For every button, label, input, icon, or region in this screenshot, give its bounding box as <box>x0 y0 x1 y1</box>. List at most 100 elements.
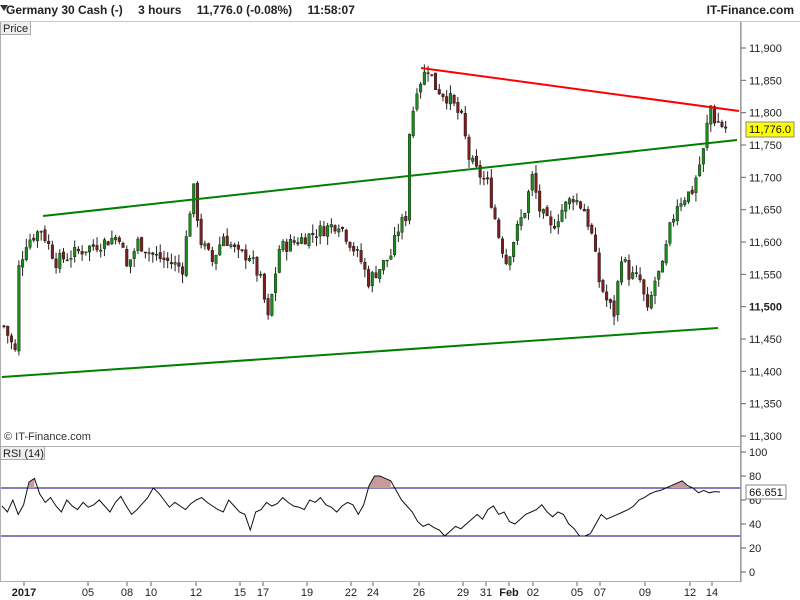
candle-body <box>344 229 348 242</box>
candle-body <box>460 110 464 113</box>
candle-body <box>441 93 445 97</box>
candle-body <box>627 260 631 280</box>
candle-body <box>474 155 478 167</box>
candle-body <box>322 226 326 237</box>
candle-body <box>660 260 664 273</box>
candle-body <box>582 208 586 212</box>
candle-body <box>207 243 211 250</box>
candle-body <box>91 244 95 247</box>
price-tick-label: 11,450 <box>749 334 782 346</box>
rsi-panel-frame <box>0 446 741 582</box>
candle-body <box>106 241 110 246</box>
candle-body <box>43 229 47 242</box>
candle-body <box>210 250 214 262</box>
candle-body <box>512 242 516 257</box>
candle-body <box>181 266 185 275</box>
resistance-line <box>420 67 740 112</box>
candle-body <box>80 251 84 255</box>
candle-body <box>486 177 490 180</box>
candle-body <box>686 191 690 203</box>
candle-body <box>99 249 103 252</box>
candle-body <box>381 260 385 271</box>
candle-body <box>110 238 114 245</box>
price-tick-label: 11,650 <box>749 205 782 217</box>
candle-body <box>251 257 255 259</box>
price-tick-label: 11,800 <box>749 108 782 120</box>
x-tick-label: 26 <box>413 587 425 599</box>
candle-body <box>166 257 170 261</box>
candle-body <box>35 231 39 242</box>
candle-body <box>39 230 43 233</box>
candle-body <box>422 71 426 85</box>
candle-body <box>143 251 147 254</box>
candle-body <box>393 235 397 255</box>
candle-body <box>240 249 244 251</box>
candle-body <box>151 252 155 255</box>
candle-body <box>586 209 590 227</box>
candle-body <box>128 259 132 267</box>
candle-body <box>634 272 638 274</box>
candle-body <box>2 325 6 328</box>
candle-body <box>259 274 263 276</box>
candle-body <box>73 247 77 258</box>
x-tick-label: 31 <box>480 587 492 599</box>
candle-body <box>281 241 285 250</box>
candle-body <box>329 224 333 228</box>
candle-body <box>623 259 627 262</box>
candle-body <box>638 274 642 281</box>
candle-body <box>355 249 359 251</box>
last-price-badge: 11,776.0 <box>745 121 795 138</box>
candle-body <box>556 221 560 228</box>
candle-body <box>114 237 118 241</box>
rsi-tick-label: 100 <box>749 447 767 459</box>
candle-body <box>672 218 676 223</box>
candle-body <box>448 93 452 105</box>
candle-body <box>337 228 341 233</box>
rsi-tick-label: 40 <box>749 519 761 531</box>
candle-body <box>541 209 545 214</box>
candle-body <box>400 217 404 233</box>
candle-body <box>579 201 583 209</box>
candle-body <box>571 199 575 203</box>
candle-body <box>530 174 534 191</box>
candle-body <box>84 251 88 253</box>
candle-body <box>683 200 687 205</box>
candle-body <box>657 270 661 280</box>
candle-body <box>225 235 229 246</box>
candle-body <box>396 231 400 237</box>
x-tick-label: 05 <box>82 587 94 599</box>
candle-body <box>545 207 549 217</box>
x-tick-label: 09 <box>639 587 651 599</box>
price-panel-frame <box>0 21 741 447</box>
x-tick-label: 07 <box>594 587 606 599</box>
candle-body <box>311 232 315 236</box>
candle-body <box>158 252 162 259</box>
candle-body <box>229 244 233 247</box>
candle-body <box>679 203 683 207</box>
x-tick-label: 19 <box>301 587 313 599</box>
candle-body <box>553 225 557 229</box>
candle-body <box>419 83 423 93</box>
x-tick-label: 14 <box>706 587 718 599</box>
candle-body <box>162 257 166 261</box>
price-tick-label: 11,850 <box>749 75 782 87</box>
x-tick-label: 12 <box>684 587 696 599</box>
candle-body <box>24 247 28 260</box>
candle-body <box>341 226 345 229</box>
x-tick-label: 17 <box>257 587 269 599</box>
candle-body <box>307 233 311 247</box>
candle-body <box>527 191 531 213</box>
candle-body <box>411 110 415 137</box>
candle-body <box>649 295 653 309</box>
candle-body <box>236 244 240 250</box>
candle-body <box>277 248 281 273</box>
rsi-overbought-fill <box>369 476 391 488</box>
candle-body <box>199 218 203 245</box>
candle-body <box>478 165 482 178</box>
candle-body <box>262 273 266 300</box>
watermark: © IT-Finance.com <box>4 431 91 443</box>
candle-body <box>348 241 352 248</box>
candle-body <box>285 241 289 252</box>
dropdown-triangle-icon[interactable] <box>0 5 8 11</box>
candle-body <box>389 255 393 260</box>
